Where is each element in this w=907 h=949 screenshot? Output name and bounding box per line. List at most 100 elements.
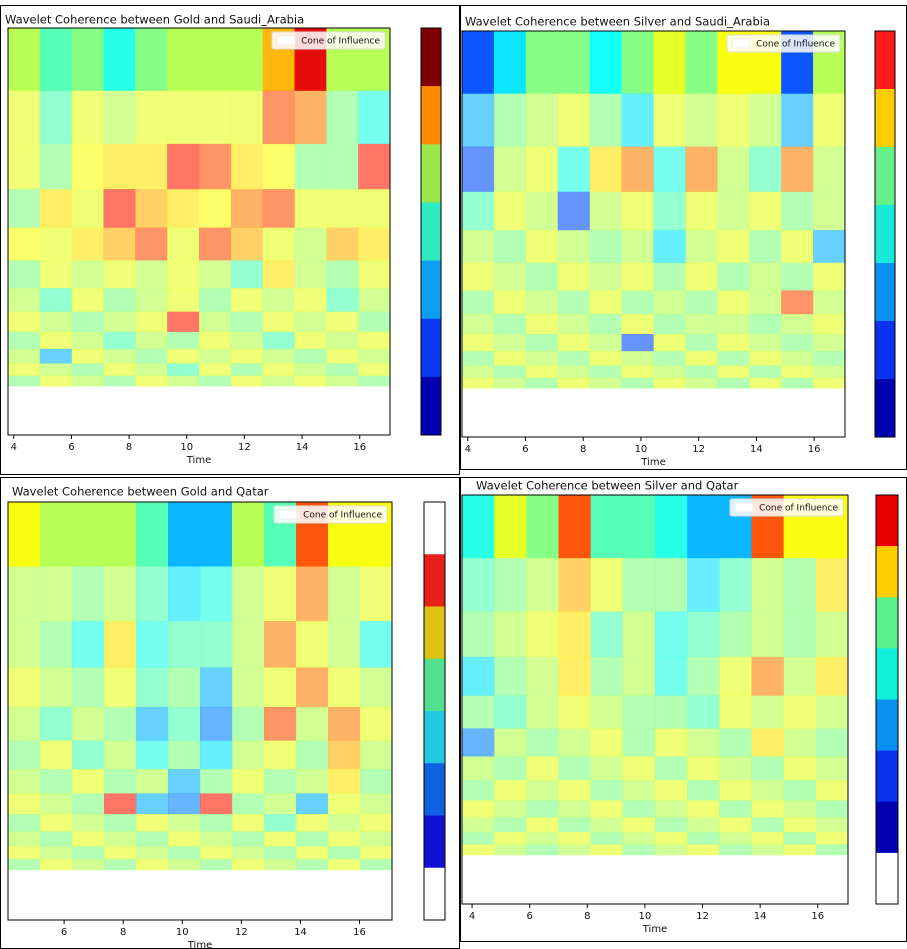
heatmap-cell <box>655 657 687 696</box>
heatmap-cell <box>816 817 848 832</box>
heatmap-cell <box>462 817 494 832</box>
x-tick-label: 8 <box>584 911 590 922</box>
colorbar-band <box>424 659 445 712</box>
heatmap-cell <box>719 611 751 657</box>
heatmap-cell <box>749 93 781 146</box>
heatmap-cell <box>40 91 72 145</box>
heatmap-cell <box>685 31 717 94</box>
heatmap-cell <box>296 566 328 621</box>
heatmap-cell <box>263 260 295 288</box>
x-tick-label: 14 <box>294 927 307 938</box>
heatmap-cell <box>358 376 390 387</box>
heatmap-cell <box>590 334 622 351</box>
heatmap-cell <box>264 832 296 847</box>
heatmap-cell <box>104 859 136 870</box>
heatmap-cell <box>360 793 392 814</box>
heatmap-cell <box>296 859 328 870</box>
heatmap-cell <box>72 228 104 261</box>
legend-swatch <box>279 510 297 519</box>
heatmap-cell <box>72 859 104 870</box>
heatmap-cell <box>622 93 654 146</box>
heatmap-cell <box>494 351 526 366</box>
heatmap-cell <box>358 189 390 228</box>
heatmap-cell <box>8 189 40 228</box>
heatmap-cell <box>781 263 813 291</box>
heatmap-cell <box>654 93 686 146</box>
heatmap-cell <box>462 147 494 192</box>
heatmap-cell <box>200 621 232 668</box>
heatmap-cell <box>719 780 751 800</box>
heatmap-cell <box>462 230 494 263</box>
heatmap-cell <box>232 741 264 770</box>
heatmap-cell <box>263 376 295 387</box>
heatmap-cell <box>104 28 136 91</box>
heatmap-cell <box>135 332 167 349</box>
heatmap-cell <box>752 756 784 780</box>
heatmap-cell <box>781 147 813 192</box>
heatmap-cell <box>623 817 655 832</box>
heatmap-cell <box>494 192 526 231</box>
heatmap-cell <box>752 817 784 832</box>
heatmap-cell <box>749 263 781 291</box>
heatmap-cell <box>200 793 232 814</box>
heatmap-cell <box>494 93 526 146</box>
heatmap-cell <box>199 189 231 228</box>
heatmap-cell <box>135 144 167 190</box>
heatmap-cell <box>136 769 168 794</box>
heatmap-cell <box>135 260 167 288</box>
heatmap-cell <box>687 696 719 729</box>
heatmap-cell <box>295 363 327 376</box>
heatmap-cell <box>655 800 687 817</box>
heatmap-cell <box>816 696 848 729</box>
colorbar-band <box>424 868 445 921</box>
heatmap-cell <box>40 363 72 376</box>
heatmap-cell <box>784 817 816 832</box>
heatmap-cell <box>526 147 558 192</box>
heatmap-cell <box>295 228 327 261</box>
heatmap-cell <box>72 260 104 288</box>
heatmap-cell <box>559 832 591 845</box>
heatmap-cell <box>558 351 590 366</box>
heatmap-cell <box>232 859 264 870</box>
heatmap-cell <box>462 351 494 366</box>
heatmap-cell <box>749 192 781 231</box>
heatmap-cell <box>752 780 784 800</box>
heatmap-cell <box>526 832 558 845</box>
heatmap-cell <box>655 611 687 657</box>
heatmap-cell <box>326 189 358 228</box>
heatmap-cell <box>717 230 749 263</box>
heatmap-cell <box>167 189 199 228</box>
heatmap-cell <box>232 814 264 832</box>
colorbar-band <box>876 802 898 853</box>
heatmap-cell <box>104 566 136 621</box>
heatmap-cell <box>816 844 848 855</box>
heatmap-cell <box>590 378 622 389</box>
heatmap-cell <box>104 363 136 376</box>
heatmap-cell <box>8 621 40 668</box>
heatmap-cell <box>326 312 358 332</box>
heatmap-cell <box>591 696 623 729</box>
legend-label: Cone of Influence <box>759 504 838 514</box>
heatmap-cell <box>494 817 526 832</box>
heatmap-cell <box>358 228 390 261</box>
heatmap-cell <box>328 566 360 621</box>
heatmap-cell <box>72 312 104 332</box>
heatmap-cell <box>232 832 264 847</box>
heatmap-cell <box>687 800 719 817</box>
heatmap-cell <box>104 621 136 668</box>
heatmap-cell <box>816 657 848 696</box>
colorbar-band <box>424 554 445 607</box>
heatmap-cell <box>358 288 390 312</box>
heatmap-cell <box>591 800 623 817</box>
heatmap-cell <box>168 814 200 832</box>
heatmap-cell <box>72 793 104 814</box>
heatmap-cell <box>655 817 687 832</box>
heatmap-cell <box>264 741 296 770</box>
heatmap-cell <box>72 91 104 145</box>
heatmap-cell <box>232 502 264 567</box>
heatmap-cell <box>559 756 591 780</box>
heatmap-cell <box>687 728 719 756</box>
heatmap-cell <box>717 290 749 314</box>
heatmap-cell <box>326 332 358 349</box>
heatmap-cell <box>622 290 654 314</box>
